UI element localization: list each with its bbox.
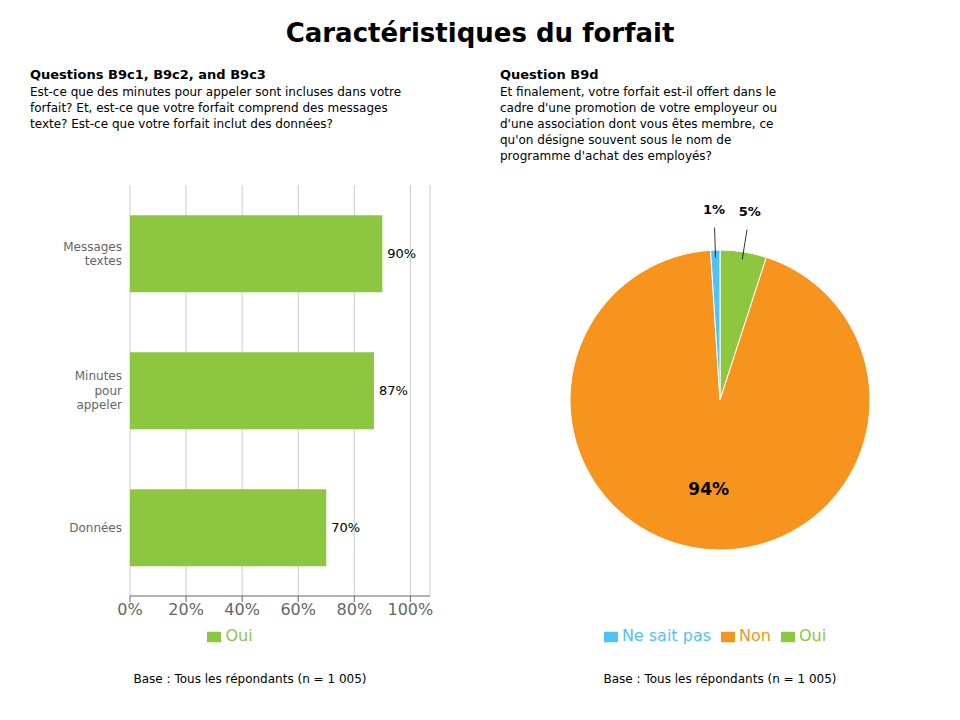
html-text:d'une association dont vous êt: d'une association dont vous êtes membre,… [500, 117, 774, 131]
html-text:Non: Non [739, 626, 771, 645]
svg-text:70%: 70% [331, 520, 360, 535]
html-text:Caractéristiques du forfait: Caractéristiques du forfait [285, 18, 675, 48]
svg-text:20%: 20% [168, 600, 204, 619]
html-text:cadre d'une promotion de votre: cadre d'une promotion de votre employeur… [500, 101, 778, 115]
html-text:Questions B9c1, B9c2, and B9c3: Questions B9c1, B9c2, and B9c3 [30, 67, 266, 82]
svg-text:Messagestextes: Messagestextes [63, 240, 122, 268]
svg-text:40%: 40% [224, 600, 260, 619]
svg-text:80%: 80% [337, 600, 373, 619]
html-text:Base : Tous les répondants (n: Base : Tous les répondants (n = 1 005) [133, 672, 367, 686]
svg-text:Minutespourappeler: Minutespourappeler [75, 369, 122, 412]
html-text:texte? Est-ce que votre forfai: texte? Est-ce que votre forfait inclut d… [30, 117, 333, 131]
html-text:Oui: Oui [798, 626, 827, 645]
html-text:programme d'achat des employés: programme d'achat des employés? [500, 149, 712, 163]
svg-text:5%: 5% [739, 204, 761, 219]
svg-text:100%: 100% [387, 600, 433, 619]
svg-text:90%: 90% [387, 246, 416, 261]
html-text:forfait? Et, est-ce que votre: forfait? Et, est-ce que votre forfait co… [30, 101, 388, 115]
html-text:Ne sait pas: Ne sait pas [621, 626, 711, 645]
svg-text:0%: 0% [117, 600, 142, 619]
svg-text:60%: 60% [280, 600, 316, 619]
svg-text:87%: 87% [379, 383, 408, 398]
html-text:Question B9d: Question B9d [500, 67, 599, 82]
svg-text:1%: 1% [703, 202, 725, 217]
html-text:Base : Tous les répondants (n: Base : Tous les répondants (n = 1 005) [603, 672, 837, 686]
svg-text:94%: 94% [688, 479, 729, 499]
html-text:Et finalement, votre forfait e: Et finalement, votre forfait est-il offe… [500, 85, 777, 99]
html-text:Est-ce que des minutes pour ap: Est-ce que des minutes pour appeler sont… [30, 85, 401, 99]
svg-text:Données: Données [69, 521, 122, 535]
html-text:qu'on désigne souvent sous le: qu'on désigne souvent sous le nom de [500, 133, 732, 147]
html-text:Oui: Oui [225, 626, 253, 645]
